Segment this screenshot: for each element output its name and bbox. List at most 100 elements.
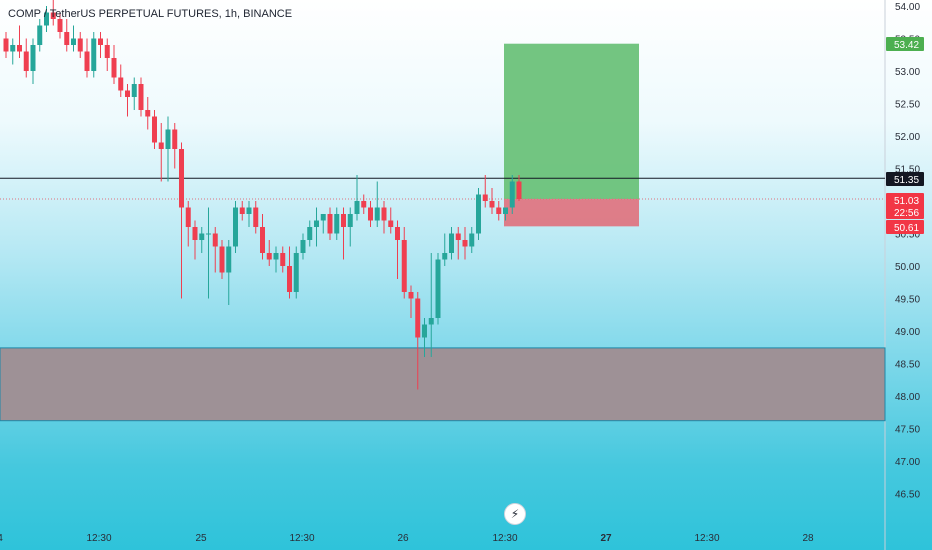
y-tick-label: 48.50: [895, 360, 920, 371]
candle: [145, 97, 151, 130]
y-tick-label: 50.50: [895, 230, 920, 241]
candle-body: [138, 84, 144, 110]
y-tick-label: 46.50: [895, 490, 920, 501]
candle: [219, 240, 225, 279]
candle-body: [131, 84, 137, 97]
candle: [388, 207, 394, 234]
candle: [442, 233, 448, 266]
candle: [381, 201, 387, 234]
candle-body: [104, 45, 110, 58]
candle: [374, 181, 380, 227]
price-tag: 51.35: [886, 172, 924, 186]
candle-body: [476, 194, 481, 234]
candle-body: [206, 233, 211, 235]
candle: [266, 240, 272, 266]
candle: [428, 253, 434, 357]
candle: [476, 188, 481, 240]
x-tick-label: 28: [802, 533, 814, 544]
candle-body: [401, 240, 407, 292]
candle: [50, 0, 56, 26]
candle-body: [395, 227, 400, 240]
candle-body: [422, 324, 427, 338]
candle-body: [314, 220, 319, 227]
candle-body: [503, 207, 508, 214]
candle-body: [449, 233, 454, 253]
price-tag-label: 22:56: [894, 208, 919, 219]
candle-body: [347, 214, 353, 227]
candle-body: [50, 12, 56, 19]
candle: [179, 142, 184, 299]
tradingview-logo-icon[interactable]: ⚡: [504, 503, 526, 525]
candle: [212, 227, 218, 273]
candle-body: [199, 233, 205, 240]
position-target-zone: [504, 43, 639, 200]
candle-body: [246, 207, 252, 214]
candle-body: [341, 214, 346, 227]
candle: [469, 227, 475, 253]
candle-body: [84, 51, 90, 71]
candle: [239, 201, 245, 221]
candle: [37, 19, 43, 52]
candle-body: [145, 110, 151, 117]
candle-body: [280, 253, 286, 266]
y-tick-label: 47.50: [895, 425, 920, 436]
candle-body: [165, 129, 171, 149]
candle-body: [509, 181, 515, 208]
candle-body: [273, 253, 279, 260]
candle-body: [442, 253, 448, 260]
candle: [10, 38, 16, 65]
price-tag: 51.03: [886, 193, 924, 207]
candle: [138, 77, 144, 117]
candle-body: [516, 181, 522, 200]
candle: [368, 201, 373, 227]
candle: [341, 207, 346, 260]
candle: [509, 175, 515, 214]
candle: [17, 25, 22, 58]
candle: [131, 77, 137, 110]
x-tick-label: 25: [195, 533, 207, 544]
candle-body: [300, 240, 306, 253]
position-stop-zone: [504, 199, 639, 227]
candle: [327, 207, 333, 240]
candle-body: [118, 77, 124, 91]
candle-body: [91, 38, 97, 71]
price-tag-label: 51.35: [894, 175, 919, 186]
candle-body: [489, 201, 495, 208]
candle-body: [37, 25, 43, 45]
candle-body: [64, 32, 70, 45]
candle-body: [287, 266, 292, 292]
candle-body: [77, 38, 83, 52]
candle: [246, 201, 252, 227]
candle-body: [469, 233, 475, 247]
candle: [57, 12, 63, 39]
candle-body: [172, 129, 178, 149]
candle: [71, 25, 76, 52]
candle: [489, 188, 495, 214]
candle: [287, 246, 292, 299]
price-tag: 53.42: [886, 37, 924, 51]
candle: [158, 123, 164, 182]
x-tick-label: 12:30: [289, 533, 314, 544]
candle: [152, 110, 157, 149]
candle: [435, 253, 441, 325]
candle: [98, 32, 103, 58]
demand-zone: [0, 347, 886, 422]
candle: [347, 207, 353, 247]
price-tag: 22:56: [886, 205, 924, 219]
candle: [185, 201, 191, 247]
candle-body: [496, 207, 502, 214]
candle: [422, 318, 427, 357]
candle-body: [354, 201, 360, 214]
candle-body: [428, 318, 434, 325]
x-tick-label: 26: [397, 533, 409, 544]
chart-title: COMP / TetherUS PERPETUAL FUTURES, 1h, B…: [8, 8, 293, 20]
candle-body: [17, 45, 22, 52]
candle: [307, 220, 313, 247]
candle-body: [10, 45, 16, 52]
candle: [253, 201, 259, 234]
candle-body: [455, 233, 461, 240]
x-tick-label: 12:30: [694, 533, 719, 544]
x-tick-label: 12:30: [492, 533, 517, 544]
